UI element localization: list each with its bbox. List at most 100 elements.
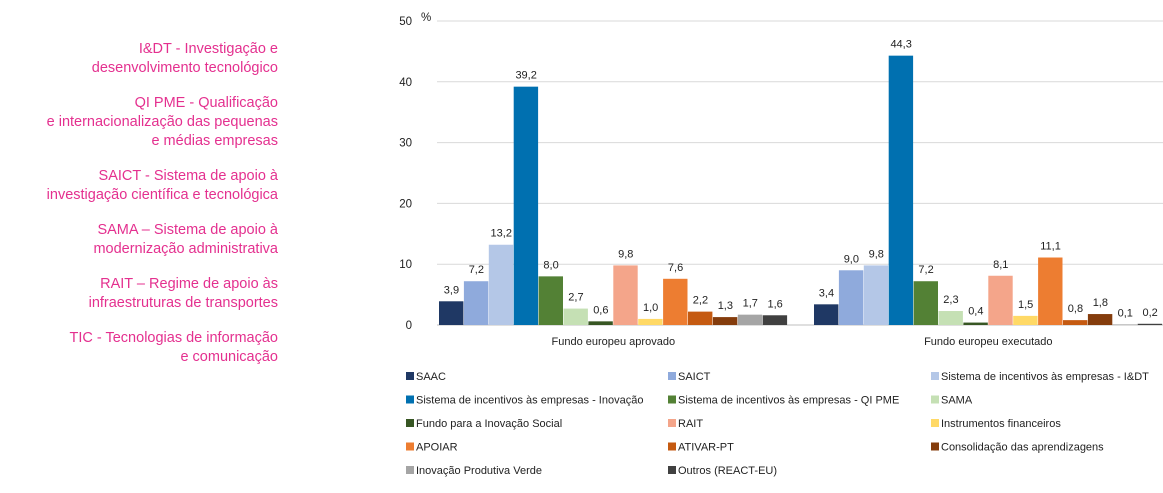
legend-label: Sistema de incentivos às empresas - QI P… [678, 395, 899, 407]
y-tick-label: 0 [406, 320, 412, 332]
side-note: RAIT – Regime de apoio às infraestrutura… [88, 276, 278, 311]
data-label: 9,8 [869, 248, 884, 260]
data-label: 0,1 [1118, 307, 1133, 319]
bar [563, 308, 588, 325]
data-label: 1,5 [1018, 299, 1033, 311]
bar [863, 265, 889, 325]
data-label: 3,9 [444, 284, 459, 296]
y-axis-unit: % [421, 12, 431, 24]
data-label: 7,2 [469, 264, 484, 276]
legend-swatch [668, 372, 676, 380]
legend-swatch [931, 395, 939, 404]
legend-swatch [931, 442, 939, 451]
legend-swatch [668, 442, 676, 451]
gridlines [437, 20, 1163, 326]
data-label: 1,7 [743, 298, 758, 310]
x-axis: Fundo europeu aprovado Fundo europeu exec… [552, 336, 1053, 348]
bar [1013, 315, 1038, 325]
legend-label: SAAC [416, 371, 446, 383]
y-axis: 0 10 20 30 40 50 [399, 16, 412, 332]
legend-label: Sistema de incentivos às empresas - Inov… [416, 395, 643, 407]
bar [513, 86, 539, 325]
x-category-label: Fundo europeu executado [924, 336, 1052, 348]
data-label: 1,0 [643, 302, 658, 314]
legend-swatch [931, 372, 939, 380]
bar [712, 317, 738, 325]
data-label: 9,0 [844, 253, 859, 265]
data-label: 1,6 [768, 298, 783, 310]
bar [463, 281, 489, 325]
side-note: SAMA – Sistema de apoio à modernização a… [93, 222, 278, 257]
bar [538, 276, 563, 325]
legend-label: Inovação Produtiva Verde [416, 465, 542, 477]
legend-label: ATIVAR-PT [678, 442, 734, 454]
bar [988, 275, 1013, 325]
legend-label: Fundo para a Inovação Social [416, 418, 562, 430]
bar [737, 314, 763, 325]
bar [838, 270, 864, 325]
legend-swatch [406, 442, 414, 451]
legend-swatch [406, 395, 414, 404]
legend-swatch [406, 372, 414, 380]
data-label: 39,2 [515, 70, 536, 82]
side-note: QI PME - Qualificação e internacionaliza… [46, 95, 278, 149]
legend-swatch [668, 466, 676, 474]
legend-label: Consolidação das aprendizagens [941, 442, 1104, 454]
bar [1112, 324, 1138, 325]
bar [963, 322, 988, 325]
data-label: 0,2 [1143, 307, 1158, 319]
bars: 3,9 7,2 13,2 39,2 8,0 2,7 0,6 9,8 1,0 7,6 2,2 1,3 1,… [439, 39, 1163, 325]
bar [439, 301, 464, 325]
data-label: 2,3 [943, 294, 958, 306]
y-tick-label: 10 [399, 259, 412, 271]
legend-label: APOIAR [416, 442, 458, 454]
side-note: TIC - Tecnologias de informação e comuni… [69, 330, 278, 365]
bar [688, 311, 713, 325]
legend-swatch [668, 419, 676, 427]
data-label: 1,3 [718, 300, 733, 312]
bar [488, 244, 514, 325]
legend-label: Outros (REACT-EU) [678, 465, 777, 477]
bar [588, 321, 613, 325]
data-label: 1,8 [1093, 297, 1108, 309]
data-label: 7,6 [668, 262, 683, 274]
legend-label: Sistema de incentivos às empresas - I&DT [941, 371, 1149, 383]
data-label: 8,0 [543, 259, 558, 271]
bar [814, 304, 839, 325]
bar [888, 55, 914, 325]
legend-label: SAMA [941, 395, 973, 407]
side-notes: I&DT - Investigação e desenvolvimento te… [0, 40, 278, 383]
side-note: I&DT - Investigação e desenvolvimento te… [91, 41, 278, 76]
data-label: 8,1 [993, 259, 1008, 271]
data-label: 3,4 [819, 287, 834, 299]
bar [663, 278, 688, 325]
y-tick-label: 50 [399, 16, 412, 28]
y-tick-label: 30 [399, 138, 412, 150]
bar [638, 318, 663, 325]
y-tick-label: 40 [399, 77, 412, 89]
bar [913, 281, 938, 325]
legend-label: SAICT [678, 371, 711, 383]
data-label: 11,1 [1040, 241, 1061, 253]
legend: SAAC SAICT Sistema de incentivos às empres… [406, 371, 1149, 477]
data-label: 2,7 [568, 292, 583, 304]
legend-swatch [406, 419, 414, 427]
data-label: 0,4 [968, 306, 983, 318]
legend-swatch [931, 419, 939, 427]
bar [1137, 323, 1163, 325]
bar [1038, 257, 1063, 325]
legend-swatch [406, 466, 414, 474]
bar [613, 265, 638, 325]
bar [1087, 314, 1113, 325]
bar [1063, 320, 1088, 325]
data-label: 7,2 [918, 264, 933, 276]
data-label: 13,2 [491, 228, 512, 240]
legend-label: RAIT [678, 418, 703, 430]
legend-label: Instrumentos financeiros [941, 418, 1061, 430]
data-label: 0,8 [1068, 303, 1083, 315]
legend-swatch [668, 395, 676, 404]
y-tick-label: 20 [399, 198, 412, 210]
data-label: 2,2 [693, 295, 708, 307]
side-note: SAICT - Sistema de apoio à investigação … [46, 168, 278, 203]
